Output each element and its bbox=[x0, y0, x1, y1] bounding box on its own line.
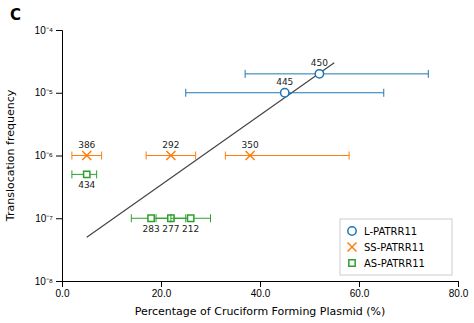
error-bar bbox=[225, 155, 349, 156]
y-tick-mark bbox=[56, 30, 62, 31]
x-tick-label: 40.0 bbox=[251, 288, 271, 299]
x-tick-mark bbox=[458, 281, 459, 287]
x-tick-label: 80.0 bbox=[449, 288, 469, 299]
series-group bbox=[72, 170, 211, 222]
error-cap bbox=[146, 152, 147, 160]
y-tick-label: 10⁻⁸ bbox=[35, 276, 53, 287]
point-label: 283 bbox=[143, 224, 160, 234]
point-label: 386 bbox=[78, 140, 95, 150]
x-tick: 80.0 bbox=[449, 281, 469, 299]
y-tick: 10⁻⁸ bbox=[35, 276, 62, 287]
y-axis-line bbox=[56, 31, 63, 282]
error-cap bbox=[383, 89, 384, 97]
point-label: 212 bbox=[182, 224, 199, 234]
point-labels: 445 450 386 292 350 434 283277212 bbox=[78, 58, 328, 234]
point bbox=[148, 215, 154, 221]
legend-symbol bbox=[347, 242, 356, 251]
legend-label: AS-PATRR11 bbox=[364, 258, 425, 269]
plot-area: 0.0 20.0 40.0 60.0 80.0 10⁻⁸ 10⁻⁷ 10⁻⁶ 10⁻⁵ 10⁻⁴ 4… bbox=[35, 25, 469, 299]
error-cap bbox=[170, 214, 171, 222]
x-tick-mark bbox=[161, 281, 162, 287]
x-tick: 60.0 bbox=[350, 281, 370, 299]
chart-svg: 0.0 20.0 40.0 60.0 80.0 10⁻⁸ 10⁻⁷ 10⁻⁶ 10⁻⁵ 10⁻⁴ 4… bbox=[0, 0, 474, 323]
error-cap bbox=[71, 152, 72, 160]
x-tick-mark bbox=[260, 281, 261, 287]
marks bbox=[72, 63, 428, 237]
error-cap bbox=[245, 70, 246, 78]
x-tick-label: 0.0 bbox=[56, 288, 70, 299]
legend-item: AS-PATRR11 bbox=[349, 258, 425, 269]
y-tick-mark bbox=[56, 93, 62, 94]
point bbox=[315, 70, 323, 78]
legend: L-PATRR11 SS-PATRR11 AS-PATRR11 bbox=[340, 219, 452, 275]
error-cap bbox=[71, 170, 72, 178]
x-tick: 40.0 bbox=[251, 281, 271, 299]
legend-item: SS-PATRR11 bbox=[347, 242, 424, 253]
x-tick-mark bbox=[359, 281, 360, 287]
point bbox=[82, 151, 91, 160]
y-tick-mark bbox=[56, 156, 62, 157]
y-tick: 10⁻⁷ bbox=[35, 213, 62, 224]
series-group bbox=[186, 70, 429, 97]
y-axis-title: Translocation frequency bbox=[4, 89, 17, 222]
x-tick: 0.0 bbox=[56, 281, 70, 299]
error-cap bbox=[170, 214, 171, 222]
point bbox=[246, 151, 255, 160]
error-bar bbox=[245, 73, 428, 74]
legend-symbol bbox=[348, 227, 356, 235]
error-cap bbox=[96, 170, 97, 178]
legend-box bbox=[340, 219, 452, 275]
y-tick-label: 10⁻⁶ bbox=[35, 150, 53, 161]
point bbox=[166, 151, 175, 160]
y-tick-label: 10⁻⁴ bbox=[35, 25, 53, 36]
point bbox=[281, 89, 289, 97]
chart-title: C bbox=[10, 6, 21, 24]
point-label: 450 bbox=[311, 58, 328, 68]
error-cap bbox=[210, 214, 211, 222]
chart-container: 0.0 20.0 40.0 60.0 80.0 10⁻⁸ 10⁻⁷ 10⁻⁶ 10⁻⁵ 10⁻⁴ 4… bbox=[0, 0, 474, 323]
point-label: 292 bbox=[162, 140, 179, 150]
x-axis-line bbox=[63, 282, 459, 288]
x-axis-title: Percentage of Cruciform Forming Plasmid … bbox=[135, 305, 386, 318]
series-group bbox=[72, 151, 349, 160]
y-tick-mark bbox=[56, 218, 62, 219]
error-cap bbox=[101, 152, 102, 160]
y-tick: 10⁻⁵ bbox=[35, 87, 62, 98]
error-cap bbox=[225, 152, 226, 160]
point bbox=[188, 215, 194, 221]
y-tick: 10⁻⁴ bbox=[35, 25, 62, 36]
legend-item: L-PATRR11 bbox=[348, 226, 417, 237]
y-tick-label: 10⁻⁷ bbox=[35, 213, 53, 224]
point-label: 445 bbox=[276, 77, 293, 87]
y-axis: 10⁻⁸ 10⁻⁷ 10⁻⁶ 10⁻⁵ 10⁻⁴ bbox=[35, 25, 63, 287]
x-axis: 0.0 20.0 40.0 60.0 80.0 bbox=[56, 281, 469, 299]
error-cap bbox=[185, 89, 186, 97]
trend-line bbox=[87, 63, 335, 237]
error-cap bbox=[156, 214, 157, 222]
error-cap bbox=[428, 70, 429, 78]
y-tick-mark bbox=[56, 281, 62, 282]
error-cap bbox=[349, 152, 350, 160]
legend-label: L-PATRR11 bbox=[364, 226, 417, 237]
error-cap bbox=[195, 152, 196, 160]
legend-symbol bbox=[349, 260, 355, 266]
point-label: 350 bbox=[242, 140, 259, 150]
y-tick: 10⁻⁶ bbox=[35, 150, 62, 161]
x-tick: 20.0 bbox=[152, 281, 172, 299]
point-label: 277 bbox=[162, 224, 179, 234]
point-label: 434 bbox=[78, 180, 95, 190]
x-tick-label: 20.0 bbox=[152, 288, 172, 299]
legend-label: SS-PATRR11 bbox=[364, 242, 425, 253]
error-cap bbox=[131, 214, 132, 222]
x-tick-label: 60.0 bbox=[350, 288, 370, 299]
point bbox=[84, 171, 90, 177]
y-tick-label: 10⁻⁵ bbox=[35, 87, 53, 98]
